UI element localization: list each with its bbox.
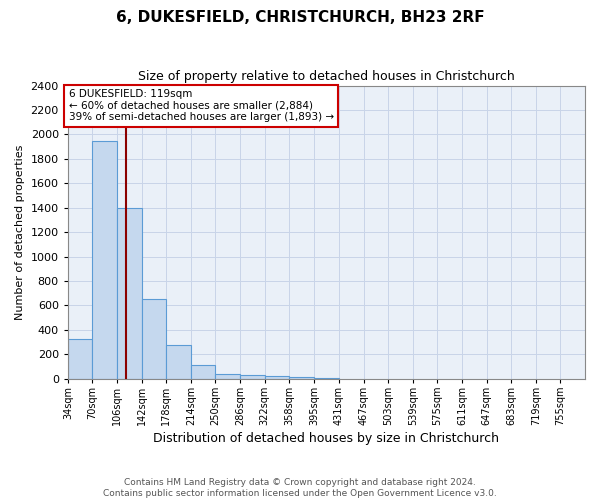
- Text: 6, DUKESFIELD, CHRISTCHURCH, BH23 2RF: 6, DUKESFIELD, CHRISTCHURCH, BH23 2RF: [116, 10, 484, 25]
- Text: Contains HM Land Registry data © Crown copyright and database right 2024.
Contai: Contains HM Land Registry data © Crown c…: [103, 478, 497, 498]
- Text: 6 DUKESFIELD: 119sqm
← 60% of detached houses are smaller (2,884)
39% of semi-de: 6 DUKESFIELD: 119sqm ← 60% of detached h…: [68, 89, 334, 122]
- Bar: [166, 345, 191, 378]
- Title: Size of property relative to detached houses in Christchurch: Size of property relative to detached ho…: [138, 70, 515, 83]
- Bar: [68, 339, 92, 378]
- Bar: [215, 374, 240, 378]
- Bar: [92, 140, 117, 378]
- X-axis label: Distribution of detached houses by size in Christchurch: Distribution of detached houses by size …: [154, 432, 499, 445]
- Y-axis label: Number of detached properties: Number of detached properties: [15, 144, 25, 320]
- Bar: [117, 208, 142, 378]
- Bar: [240, 375, 265, 378]
- Bar: [142, 299, 166, 378]
- Bar: [265, 376, 289, 378]
- Bar: [191, 365, 215, 378]
